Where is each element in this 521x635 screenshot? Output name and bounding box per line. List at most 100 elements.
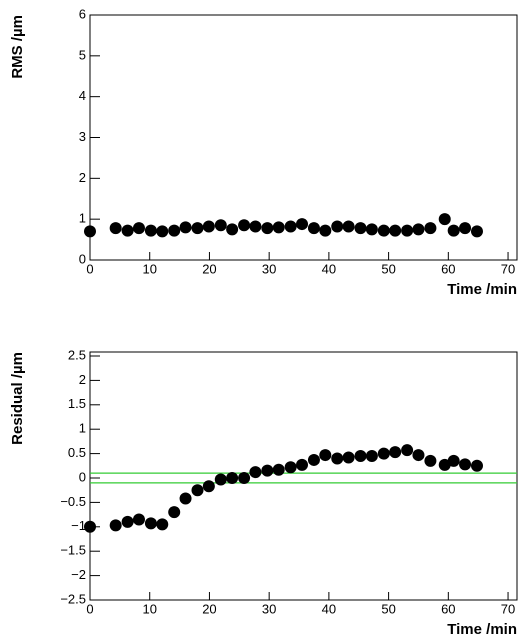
- data-point: [121, 515, 134, 528]
- x-tick-label: 30: [262, 261, 276, 276]
- data-point: [296, 458, 309, 471]
- data-point: [191, 484, 204, 497]
- x-axis-title: Time /min: [447, 281, 517, 298]
- data-point: [377, 447, 390, 460]
- y-tick-label: 0.5: [68, 445, 86, 460]
- data-point: [121, 224, 134, 237]
- data-point: [284, 220, 297, 233]
- x-tick-label: 40: [322, 261, 336, 276]
- x-tick-label: 10: [142, 601, 156, 616]
- x-tick-label: 50: [381, 261, 395, 276]
- data-point: [401, 224, 414, 237]
- y-tick-label: 1.5: [68, 396, 86, 411]
- data-point: [331, 452, 344, 465]
- data-point: [377, 224, 390, 237]
- data-point: [424, 454, 437, 467]
- data-point: [401, 444, 414, 457]
- data-point: [284, 461, 297, 474]
- data-point: [168, 224, 181, 237]
- data-point: [412, 223, 425, 236]
- data-point: [365, 223, 378, 236]
- data-point: [261, 464, 274, 477]
- y-tick-label: 3: [79, 129, 86, 144]
- data-point: [342, 451, 355, 464]
- y-tick-label: 0: [79, 469, 86, 484]
- y-tick-label: 5: [79, 47, 86, 62]
- data-point: [459, 458, 472, 471]
- data-point: [389, 224, 402, 237]
- data-point: [84, 520, 96, 533]
- data-point: [109, 222, 122, 235]
- data-point: [214, 473, 227, 486]
- data-point: [132, 513, 145, 526]
- data-point: [307, 222, 320, 235]
- y-tick-label: −2.5: [60, 591, 86, 606]
- x-tick-label: 70: [501, 601, 515, 616]
- data-point: [249, 466, 262, 479]
- data-point: [179, 221, 192, 234]
- data-point: [470, 459, 483, 472]
- x-tick-label: 30: [262, 601, 276, 616]
- data-point: [438, 458, 451, 471]
- data-point: [470, 225, 483, 238]
- data-point: [447, 224, 460, 237]
- y-tick-label: −1.5: [60, 543, 86, 558]
- data-point: [226, 472, 239, 484]
- data-point: [238, 472, 251, 484]
- data-point: [354, 450, 367, 463]
- data-point: [144, 224, 157, 237]
- data-point: [438, 213, 451, 226]
- y-tick-label: 2.5: [68, 347, 86, 362]
- x-tick-label: 60: [441, 261, 455, 276]
- data-point: [412, 449, 425, 462]
- x-tick-label: 0: [86, 601, 93, 616]
- data-point: [319, 449, 332, 462]
- data-point: [238, 219, 251, 232]
- data-point: [272, 463, 285, 476]
- y-tick-label: 2: [79, 372, 86, 387]
- data-point: [447, 454, 460, 467]
- data-point: [424, 222, 437, 235]
- data-point: [331, 220, 344, 233]
- data-point: [261, 222, 274, 235]
- data-point: [144, 517, 157, 530]
- y-axis-title: Residual /µm: [9, 352, 26, 445]
- y-axis-title: RMS /µm: [9, 15, 26, 79]
- data-point: [179, 492, 192, 505]
- data-point: [156, 225, 169, 238]
- data-point: [296, 218, 309, 231]
- data-point: [342, 220, 355, 233]
- data-point: [202, 220, 215, 233]
- data-point: [226, 223, 239, 236]
- y-tick-label: 4: [79, 88, 86, 103]
- x-tick-label: 20: [202, 261, 216, 276]
- data-point: [459, 222, 472, 235]
- data-point: [156, 518, 169, 531]
- x-axis-title: Time /min: [447, 621, 517, 635]
- data-point: [132, 222, 145, 235]
- data-point: [389, 446, 402, 459]
- data-point: [249, 220, 262, 233]
- plot-frame: [89, 351, 518, 601]
- x-tick-label: 20: [202, 601, 216, 616]
- y-tick-label: 6: [79, 6, 86, 21]
- y-tick-label: 2: [79, 170, 86, 185]
- y-tick-label: 1: [79, 421, 86, 436]
- y-tick-label: −2: [71, 567, 86, 582]
- x-tick-label: 70: [501, 261, 515, 276]
- y-tick-label: 0: [79, 251, 86, 266]
- y-tick-label: 1: [79, 211, 86, 226]
- data-point: [307, 453, 320, 466]
- x-tick-label: 60: [441, 601, 455, 616]
- data-point: [109, 519, 122, 532]
- x-tick-label: 10: [142, 261, 156, 276]
- data-point: [168, 506, 181, 519]
- data-point: [191, 222, 204, 235]
- y-tick-label: −1: [71, 518, 86, 533]
- x-tick-label: 0: [86, 261, 93, 276]
- y-tick-label: −0.5: [60, 494, 86, 509]
- data-point: [319, 224, 332, 237]
- x-tick-label: 40: [322, 601, 336, 616]
- data-point: [84, 225, 96, 238]
